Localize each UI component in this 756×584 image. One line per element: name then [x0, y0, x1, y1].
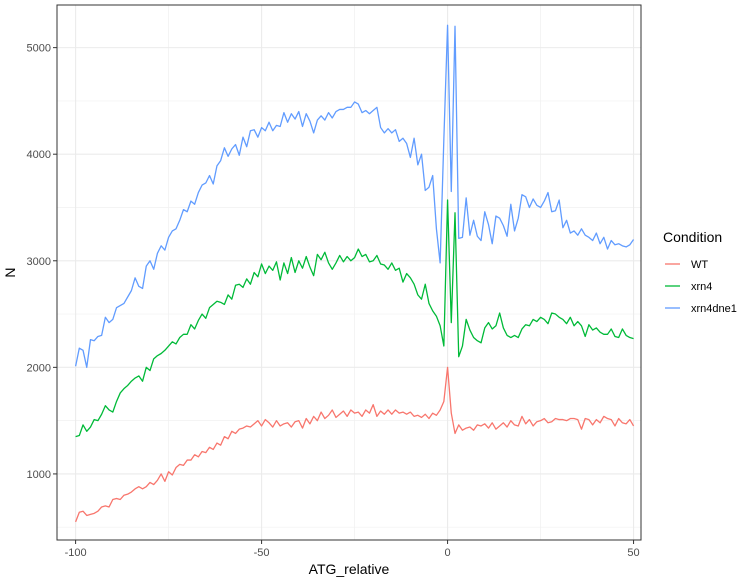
legend: Condition WT xrn4 xrn4dne1 — [663, 229, 737, 315]
major-gridlines — [57, 5, 641, 540]
x-tick-label: -50 — [254, 547, 270, 559]
x-tick-label: 50 — [627, 547, 639, 559]
y-tick-label: 5000 — [27, 43, 51, 55]
x-tick-label: -100 — [65, 547, 87, 559]
y-tick-label: 3000 — [27, 256, 51, 268]
y-tick-label: 1000 — [27, 469, 51, 481]
legend-items: WT xrn4 xrn4dne1 — [665, 259, 737, 315]
legend-item-xrn4: xrn4 — [665, 281, 712, 293]
series-lines — [74, 24, 635, 523]
series-line-xrn4dne1 — [74, 24, 635, 368]
series-line-WT — [74, 366, 635, 523]
legend-label-WT: WT — [691, 259, 708, 271]
minor-gridlines — [57, 5, 641, 540]
series-line-xrn4 — [75, 199, 634, 438]
y-axis-title: N — [2, 267, 18, 277]
y-tick-label: 2000 — [27, 362, 51, 374]
legend-item-WT: WT — [665, 259, 708, 271]
legend-item-xrn4dne1: xrn4dne1 — [665, 303, 737, 315]
x-axis: -100 -50 0 50 — [65, 540, 640, 559]
x-tick-label: 0 — [445, 547, 451, 559]
legend-title: Condition — [663, 229, 722, 245]
plot-panel-border — [56, 4, 642, 541]
y-axis: 1000 2000 3000 4000 5000 — [27, 43, 57, 481]
legend-label-xrn4: xrn4 — [691, 281, 712, 293]
y-tick-label: 4000 — [27, 149, 51, 161]
x-axis-title: ATG_relative — [309, 561, 390, 577]
legend-label-xrn4dne1: xrn4dne1 — [691, 303, 737, 315]
